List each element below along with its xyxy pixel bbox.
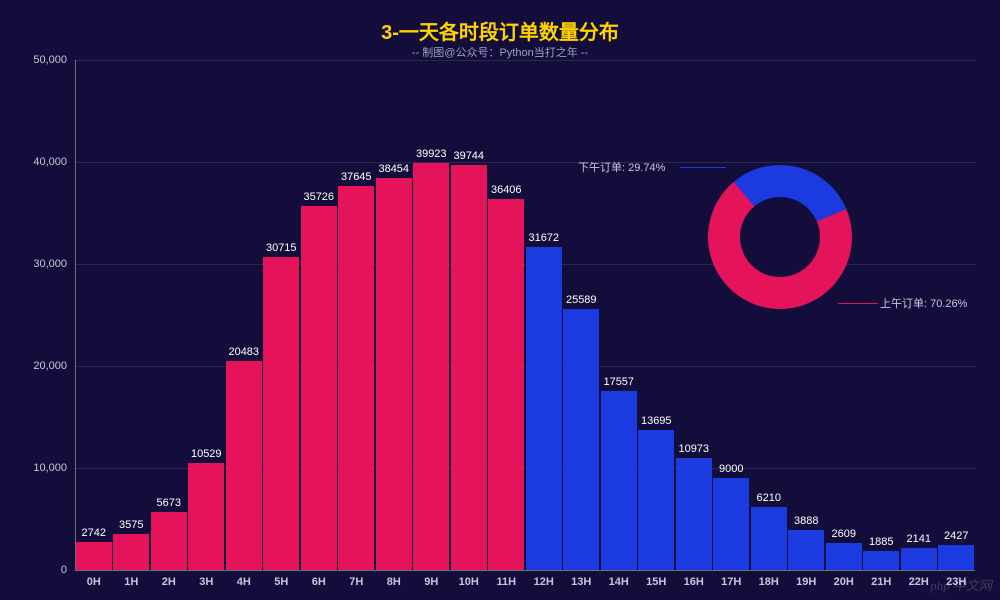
x-tick-label: 21H <box>871 570 891 588</box>
bar-value-label: 3575 <box>119 519 143 531</box>
bar-value-label: 2141 <box>907 533 931 545</box>
x-tick-label: 0H <box>87 570 101 588</box>
bar-value-label: 30715 <box>266 242 297 254</box>
chart-subtitle: -- 制图@公众号：Python当打之年 -- <box>0 44 1000 60</box>
bar-value-label: 37645 <box>341 171 372 183</box>
bar-value-label: 38454 <box>378 163 409 175</box>
x-tick-label: 3H <box>199 570 213 588</box>
bar-value-label: 2427 <box>944 530 968 542</box>
bar-value-label: 2609 <box>832 528 856 540</box>
bar: 31672 <box>526 247 562 570</box>
x-tick-label: 7H <box>349 570 363 588</box>
bar: 38454 <box>376 178 412 570</box>
x-tick-label: 6H <box>312 570 326 588</box>
bar: 6210 <box>751 507 787 570</box>
x-tick-label: 17H <box>721 570 741 588</box>
x-tick-label: 20H <box>834 570 854 588</box>
donut-slice-label: 上午订单: 70.26% <box>880 295 967 311</box>
chart-title: 3-一天各时段订单数量分布 <box>0 16 1000 45</box>
bar: 39923 <box>413 163 449 570</box>
x-tick-label: 14H <box>609 570 629 588</box>
bar-value-label: 39923 <box>416 148 447 160</box>
bar-value-label: 6210 <box>757 492 781 504</box>
x-tick-label: 1H <box>124 570 138 588</box>
bar-value-label: 5673 <box>157 497 181 509</box>
bar-value-label: 31672 <box>528 232 559 244</box>
donut-chart <box>708 165 852 309</box>
y-tick-label: 0 <box>61 564 75 576</box>
y-tick-label: 20,000 <box>33 360 75 372</box>
donut-leader <box>838 303 878 304</box>
x-tick-label: 8H <box>387 570 401 588</box>
gridline <box>75 60 975 61</box>
bar-value-label: 17557 <box>603 376 634 388</box>
bar: 1885 <box>863 551 899 570</box>
x-tick-label: 4H <box>237 570 251 588</box>
bar-value-label: 25589 <box>566 294 597 306</box>
donut-leader <box>680 167 726 168</box>
x-tick-label: 18H <box>759 570 779 588</box>
y-axis <box>75 60 76 570</box>
x-tick-label: 13H <box>571 570 591 588</box>
x-tick-label: 22H <box>909 570 929 588</box>
bar: 36406 <box>488 199 524 570</box>
bar-value-label: 9000 <box>719 463 743 475</box>
bar: 13695 <box>638 430 674 570</box>
bar-value-label: 39744 <box>453 150 484 162</box>
x-tick-label: 10H <box>459 570 479 588</box>
bar-value-label: 2742 <box>82 527 106 539</box>
plot-area: 010,00020,00030,00040,00050,00027420H357… <box>75 60 975 570</box>
bar: 35726 <box>301 206 337 570</box>
bar: 3888 <box>788 530 824 570</box>
bar-value-label: 35726 <box>303 191 334 203</box>
y-tick-label: 40,000 <box>33 156 75 168</box>
bar: 39744 <box>451 165 487 570</box>
bar-value-label: 10529 <box>191 448 222 460</box>
x-tick-label: 5H <box>274 570 288 588</box>
donut-hole <box>740 197 820 277</box>
bar: 3575 <box>113 534 149 570</box>
x-tick-label: 11H <box>496 570 516 588</box>
bar: 10973 <box>676 458 712 570</box>
bar: 20483 <box>226 361 262 570</box>
bar-value-label: 1885 <box>869 536 893 548</box>
y-tick-label: 50,000 <box>33 54 75 66</box>
bar: 2141 <box>901 548 937 570</box>
bar-value-label: 13695 <box>641 415 672 427</box>
x-tick-label: 15H <box>646 570 666 588</box>
chart-root: 3-一天各时段订单数量分布 -- 制图@公众号：Python当打之年 -- 01… <box>0 0 1000 600</box>
y-tick-label: 10,000 <box>33 462 75 474</box>
bar: 2742 <box>76 542 112 570</box>
bar: 10529 <box>188 463 224 570</box>
y-tick-label: 30,000 <box>33 258 75 270</box>
bar: 5673 <box>151 512 187 570</box>
watermark: php 中文网 <box>930 575 992 594</box>
x-tick-label: 2H <box>162 570 176 588</box>
x-tick-label: 19H <box>796 570 816 588</box>
bar: 2609 <box>826 543 862 570</box>
bar-value-label: 20483 <box>228 346 259 358</box>
bar-value-label: 10973 <box>678 443 709 455</box>
bar-value-label: 3888 <box>794 515 818 527</box>
x-tick-label: 12H <box>534 570 554 588</box>
bar: 37645 <box>338 186 374 570</box>
bar: 17557 <box>601 391 637 570</box>
donut-slice-label: 下午订单: 29.74% <box>578 159 665 175</box>
x-tick-label: 16H <box>684 570 704 588</box>
bar: 2427 <box>938 545 974 570</box>
bar: 9000 <box>713 478 749 570</box>
bar: 25589 <box>563 309 599 570</box>
gridline <box>75 162 975 163</box>
bar-value-label: 36406 <box>491 184 522 196</box>
bar: 30715 <box>263 257 299 570</box>
x-tick-label: 9H <box>424 570 438 588</box>
